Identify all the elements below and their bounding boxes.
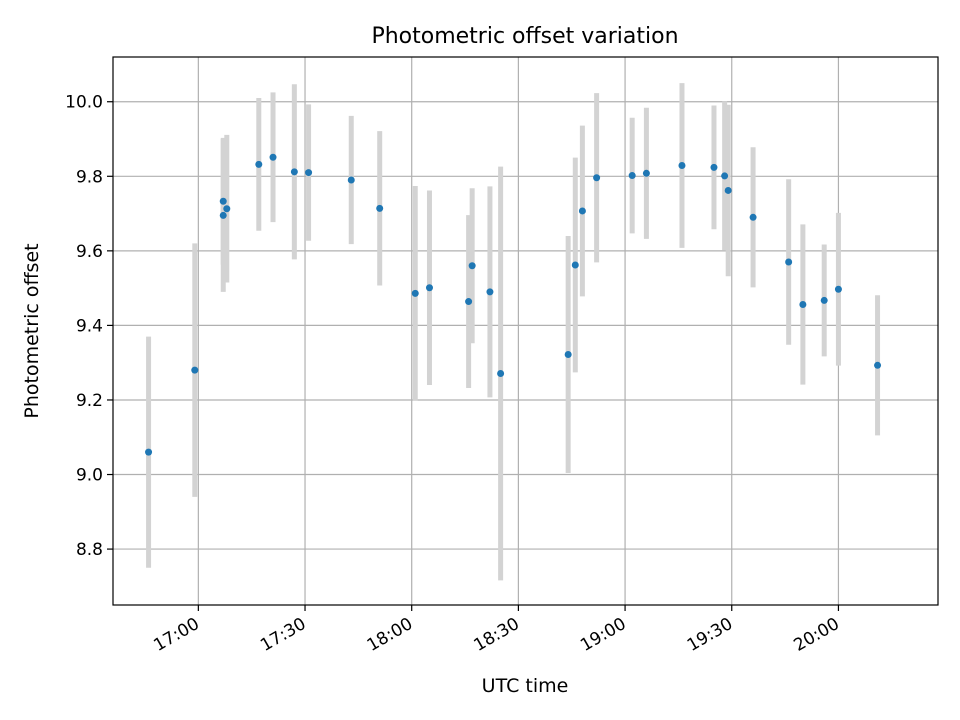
data-point (593, 174, 601, 182)
data-point (564, 350, 572, 358)
data-point (465, 298, 473, 306)
data-point (376, 204, 384, 212)
y-tick-label: 9.2 (76, 391, 103, 411)
grid (113, 57, 938, 605)
data-point (628, 172, 636, 180)
data-point (874, 361, 882, 369)
data-point (145, 448, 153, 456)
y-tick-label: 9.8 (76, 167, 103, 187)
data-point (347, 176, 355, 184)
y-tick-label: 9.4 (76, 316, 103, 336)
data-point (411, 289, 419, 297)
data-point (724, 186, 732, 194)
data-point (269, 153, 277, 161)
data-point (497, 369, 505, 377)
y-tick-label: 9.0 (76, 466, 103, 486)
plot-area-frame (112, 56, 939, 606)
data-point (785, 258, 793, 266)
y-tick-label: 8.8 (76, 540, 103, 560)
data-point (486, 288, 494, 296)
chart-title: Photometric offset variation (371, 24, 678, 49)
data-point (290, 168, 298, 176)
data-point (721, 172, 729, 180)
data-point (468, 262, 476, 270)
data-point (219, 211, 227, 219)
y-tick-label: 10.0 (65, 93, 103, 113)
data-point (255, 160, 263, 168)
y-axis-label: Photometric offset (21, 243, 43, 418)
data-point (578, 207, 586, 215)
data-point (834, 285, 842, 293)
data-point (710, 163, 718, 171)
data-point (678, 161, 686, 169)
data-point (749, 213, 757, 221)
x-axis-label: UTC time (482, 675, 569, 697)
data-point (223, 205, 231, 213)
data-point (799, 301, 807, 309)
data-point (425, 284, 433, 292)
markers (145, 153, 882, 456)
data-point (219, 197, 227, 205)
y-axis-ticks: 8.8 9.0 9.2 9.4 9.6 9.8 10.0 (65, 93, 113, 560)
data-point (820, 296, 828, 304)
y-tick-label: 9.6 (76, 242, 103, 262)
data-point (191, 366, 199, 374)
data-point (642, 169, 650, 177)
data-point (305, 169, 313, 177)
data-point (571, 261, 579, 269)
